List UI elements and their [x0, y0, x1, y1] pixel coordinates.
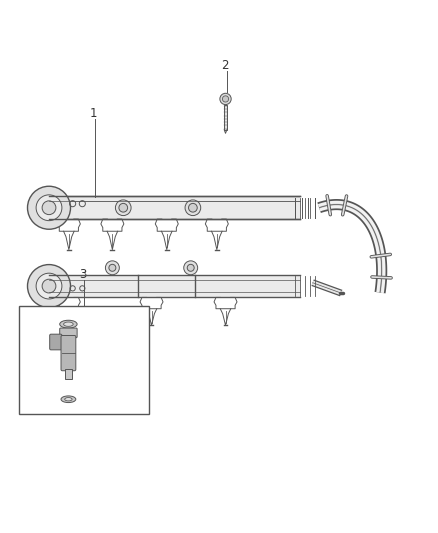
Circle shape [220, 93, 231, 104]
Circle shape [42, 279, 56, 293]
Circle shape [106, 261, 119, 275]
Text: 4: 4 [104, 394, 112, 407]
FancyBboxPatch shape [224, 104, 227, 130]
Text: 3: 3 [79, 268, 86, 281]
Circle shape [184, 261, 198, 275]
Circle shape [223, 96, 229, 102]
Circle shape [109, 264, 116, 271]
Circle shape [28, 186, 71, 229]
Circle shape [187, 264, 194, 271]
FancyBboxPatch shape [65, 369, 72, 379]
FancyBboxPatch shape [49, 334, 62, 350]
Circle shape [42, 201, 56, 215]
FancyBboxPatch shape [49, 275, 300, 297]
Circle shape [185, 200, 201, 215]
FancyBboxPatch shape [19, 305, 149, 415]
Ellipse shape [65, 398, 72, 401]
Ellipse shape [64, 322, 73, 326]
Circle shape [188, 204, 197, 212]
Text: 1: 1 [90, 107, 97, 120]
Text: 4: 4 [106, 319, 113, 332]
FancyBboxPatch shape [61, 335, 76, 371]
Ellipse shape [60, 320, 77, 328]
FancyBboxPatch shape [60, 328, 77, 338]
Circle shape [119, 204, 127, 212]
Circle shape [36, 195, 62, 221]
Circle shape [116, 200, 131, 215]
Circle shape [28, 264, 71, 308]
FancyBboxPatch shape [49, 197, 300, 219]
Ellipse shape [61, 396, 76, 402]
Circle shape [36, 273, 62, 299]
Text: 2: 2 [222, 59, 229, 72]
